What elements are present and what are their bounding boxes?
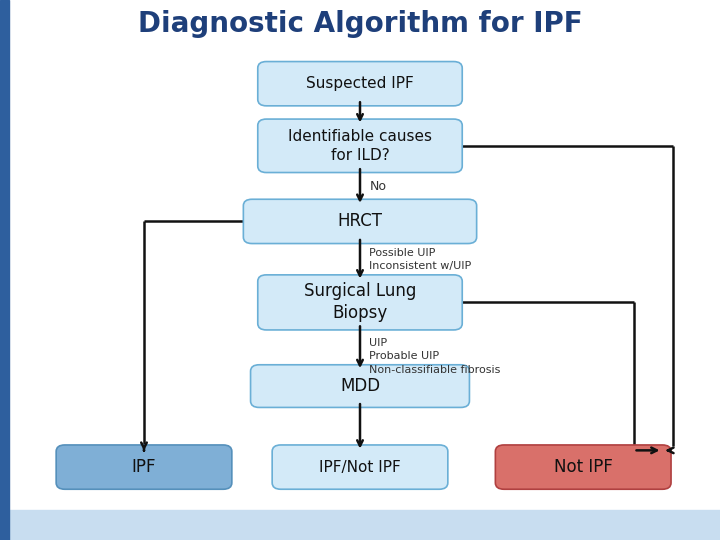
Text: IPF: IPF (132, 458, 156, 476)
FancyBboxPatch shape (56, 445, 232, 489)
Text: Surgical Lung
Biopsy: Surgical Lung Biopsy (304, 282, 416, 322)
Text: HRCT: HRCT (338, 212, 382, 231)
FancyBboxPatch shape (251, 365, 469, 408)
Text: MDD: MDD (340, 377, 380, 395)
Text: www.PILOTforIPF.org: www.PILOTforIPF.org (590, 521, 709, 534)
FancyBboxPatch shape (258, 119, 462, 173)
FancyBboxPatch shape (258, 275, 462, 330)
Text: No: No (369, 180, 387, 193)
Text: UIP
Probable UIP
Non-classifiable fibrosis: UIP Probable UIP Non-classifiable fibros… (369, 338, 500, 375)
Text: Diagnostic Algorithm for IPF: Diagnostic Algorithm for IPF (138, 10, 582, 38)
Text: Raghu G, et al.: Raghu G, et al. (11, 512, 97, 522)
Text: IPF/Not IPF: IPF/Not IPF (319, 460, 401, 475)
Text: Possible UIP
Inconsistent w/UIP: Possible UIP Inconsistent w/UIP (369, 248, 472, 271)
Text: . 2011;183:788-824.: . 2011;183:788-824. (210, 512, 324, 522)
FancyBboxPatch shape (258, 62, 462, 106)
Text: Not IPF: Not IPF (554, 458, 613, 476)
FancyBboxPatch shape (495, 445, 671, 489)
Text: Suspected IPF: Suspected IPF (306, 76, 414, 91)
Text: Am J Respir Crit Care Med: Am J Respir Crit Care Med (76, 512, 220, 522)
Text: Identifiable causes
for ILD?: Identifiable causes for ILD? (288, 129, 432, 163)
FancyBboxPatch shape (243, 199, 477, 244)
FancyBboxPatch shape (272, 445, 448, 489)
